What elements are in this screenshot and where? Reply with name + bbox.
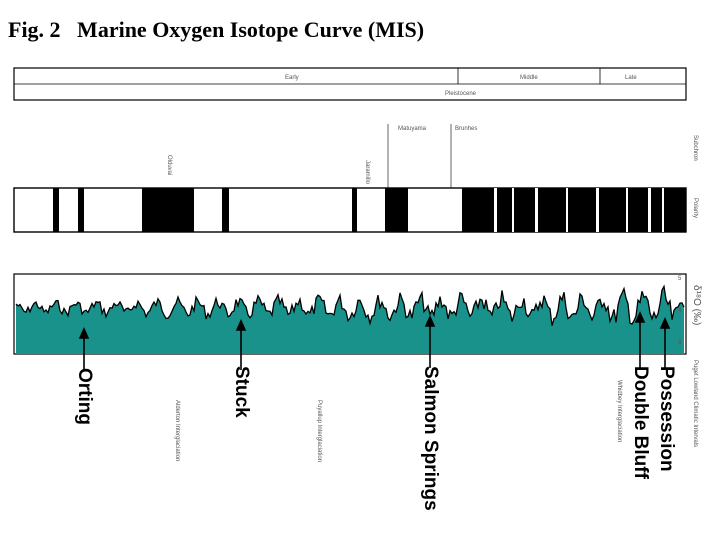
curve-tick-3: 3 bbox=[678, 340, 682, 346]
label-double-bluff: Double Bluff bbox=[630, 366, 651, 479]
arrow-stuck bbox=[235, 319, 247, 370]
axis-climatic-label: Puget Lowland Climatic Intervals bbox=[692, 360, 698, 447]
isotope-curve-fill bbox=[16, 286, 684, 354]
epoch-late-label: Late bbox=[625, 75, 637, 81]
right-axis-labels: Subchron Polarity δ¹⁸O (‰) Puget Lowland… bbox=[691, 135, 702, 447]
event-jaramillo-label: Jaramillo bbox=[364, 160, 370, 185]
curve-tick-4: 4 bbox=[678, 308, 682, 314]
chron-brunhes-label: Brunhes bbox=[455, 126, 477, 132]
arrow-double-bluff bbox=[634, 311, 646, 368]
curve-tick-5: 5 bbox=[678, 276, 682, 282]
epoch-early-label: Early bbox=[285, 75, 299, 81]
label-stuck: Stuck bbox=[231, 366, 252, 418]
chron-matuyama-label: Matuyama bbox=[398, 126, 427, 132]
axis-isotope-label: δ¹⁸O (‰) bbox=[691, 285, 702, 325]
arrow-possession bbox=[659, 317, 671, 368]
epoch-middle-label: Middle bbox=[520, 75, 538, 81]
note-puyallup: Puyallup Interglaciation bbox=[316, 400, 322, 462]
chron-labels: Matuyama Brunhes bbox=[387, 124, 477, 188]
interglaciation-notes: Alderton Interglaciation Puyallup Interg… bbox=[174, 380, 622, 462]
isotope-curve-panel: 5 4 3 bbox=[13, 273, 687, 355]
epoch-band: Early Middle Late Pleistocene bbox=[13, 67, 687, 101]
isotope-curve-line bbox=[15, 284, 685, 326]
epoch-name-label: Pleistocene bbox=[445, 91, 477, 97]
arrow-orting bbox=[78, 327, 90, 370]
label-orting: Orting bbox=[74, 368, 95, 425]
event-olduvai-label: Olduvai bbox=[166, 155, 172, 175]
axis-polarity-label: Polarity bbox=[692, 198, 698, 218]
polarity-strip bbox=[13, 187, 687, 233]
glaciation-arrows bbox=[78, 311, 671, 370]
label-salmon-springs: Salmon Springs bbox=[420, 366, 441, 511]
axis-subchron-label: Subchron bbox=[692, 135, 698, 161]
note-whidbey: Whidbey Interglaciation bbox=[616, 380, 622, 442]
arrow-salmon-springs bbox=[424, 315, 436, 368]
event-labels: Olduvai Jaramillo bbox=[166, 155, 370, 185]
note-alderton: Alderton Interglaciation bbox=[174, 400, 180, 461]
label-possession: Possession bbox=[656, 366, 677, 472]
figure-title: Fig. 2 Marine Oxygen Isotope Curve (MIS) bbox=[8, 17, 425, 42]
